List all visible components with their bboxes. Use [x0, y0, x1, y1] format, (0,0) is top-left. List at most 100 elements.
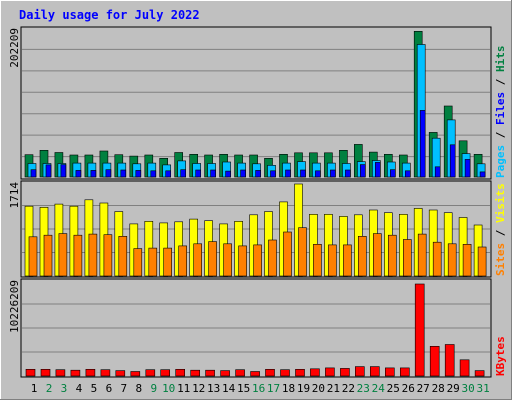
bar-kbytes	[384, 367, 395, 377]
legend-hits: Hits	[494, 46, 507, 73]
bar-kbytes	[250, 371, 260, 377]
x-tick-label: 1	[31, 382, 38, 395]
legend-pages: Pages	[494, 145, 507, 178]
bar-kbytes	[25, 368, 36, 377]
chart-title: Daily usage for July 2022	[19, 8, 200, 22]
bar-kbytes	[265, 368, 275, 377]
bar-pages	[225, 170, 231, 178]
bar-sites	[372, 233, 382, 277]
bar-pages	[120, 169, 127, 178]
bar-kbytes	[115, 370, 126, 377]
x-tick-label: 21	[327, 382, 340, 395]
bar-sites	[178, 245, 187, 277]
bar-pages	[180, 169, 186, 178]
bar-sites	[28, 236, 38, 277]
bar-kbytes	[280, 369, 290, 377]
bar-pages	[195, 169, 201, 178]
bar-pages	[255, 170, 261, 178]
bars-kbytes-panel	[25, 283, 485, 377]
bar-sites	[208, 241, 217, 277]
bar-kbytes	[429, 345, 440, 377]
bar-pages	[389, 169, 396, 178]
y-max-label-hits: 202209	[8, 28, 21, 68]
bar-kbytes	[399, 367, 410, 377]
bar-kbytes	[295, 368, 305, 377]
bar-pages	[315, 170, 321, 178]
bar-sites	[328, 244, 337, 277]
x-tick-label: 13	[207, 382, 220, 395]
bar-pages	[135, 170, 142, 178]
bar-sites	[103, 234, 113, 277]
bar-sites	[268, 239, 277, 277]
bar-pages	[479, 171, 486, 178]
x-tick-label: 7	[120, 382, 127, 395]
bar-kbytes	[414, 283, 425, 377]
bar-kbytes	[145, 369, 156, 377]
bar-sites	[58, 233, 68, 277]
x-tick-label: 4	[76, 382, 83, 395]
bar-kbytes	[160, 369, 170, 377]
bar-kbytes	[205, 369, 215, 377]
bar-pages	[285, 169, 291, 178]
bar-kbytes	[55, 369, 66, 377]
legend-sites: Sites	[494, 243, 507, 276]
bar-kbytes	[40, 368, 51, 377]
panel-hits	[20, 26, 492, 180]
bar-sites	[163, 247, 172, 277]
bars-visits-panel	[24, 183, 487, 277]
bar-sites	[447, 243, 457, 277]
bar-pages	[374, 162, 381, 178]
bar-sites	[283, 231, 292, 277]
legend-visits: Visits	[494, 183, 507, 223]
bar-kbytes	[70, 369, 81, 377]
bar-sites	[133, 248, 143, 277]
bar-pages	[330, 169, 336, 178]
bar-kbytes	[325, 367, 335, 377]
bar-pages	[45, 164, 52, 178]
bar-kbytes	[220, 370, 230, 377]
bar-pages	[359, 164, 366, 178]
bar-sites	[357, 236, 367, 277]
bars-hits-panel	[24, 30, 486, 178]
bar-pages	[345, 169, 351, 178]
bar-sites	[462, 244, 472, 277]
x-tick-label: 3	[61, 382, 68, 395]
legend-hits-panel: Pages / Files / Hits	[494, 46, 507, 179]
bar-pages	[75, 170, 82, 178]
x-tick-label: 27	[417, 382, 430, 395]
bar-kbytes	[459, 359, 470, 377]
bar-kbytes	[310, 368, 320, 377]
x-tick-label: 31	[476, 382, 489, 395]
x-tick-label: 14	[222, 382, 236, 395]
x-tick-label: 24	[372, 382, 386, 395]
bar-pages	[210, 169, 216, 178]
x-tick-label: 18	[282, 382, 295, 395]
bar-sites	[253, 244, 262, 277]
x-tick-label: 26	[402, 382, 415, 395]
bar-sites	[118, 236, 128, 277]
bar-sites	[223, 243, 232, 277]
x-tick-label: 2	[46, 382, 53, 395]
bar-sites	[73, 234, 83, 277]
bar-sites	[417, 233, 427, 277]
bar-pages	[404, 170, 411, 178]
bar-pages	[30, 169, 37, 178]
y-max-label-kbytes: 10226209	[8, 280, 21, 333]
x-tick-label: 19	[297, 382, 310, 395]
legend-files: Files	[494, 92, 507, 125]
x-tick-label: 30	[461, 382, 474, 395]
bar-pages	[270, 170, 276, 178]
x-tick-label: 9	[150, 382, 157, 395]
x-tick-label: 10	[162, 382, 175, 395]
bar-sites	[387, 234, 397, 277]
bar-sites	[238, 245, 247, 277]
x-tick-label: 11	[177, 382, 190, 395]
x-tick-label: 12	[192, 382, 205, 395]
gridlines-kbytes	[22, 303, 490, 353]
bar-kbytes	[85, 368, 96, 377]
bar-kbytes	[340, 368, 350, 377]
y-max-label-visits: 1714	[8, 182, 21, 209]
bar-pages	[464, 159, 471, 178]
x-tick-label: 6	[106, 382, 113, 395]
